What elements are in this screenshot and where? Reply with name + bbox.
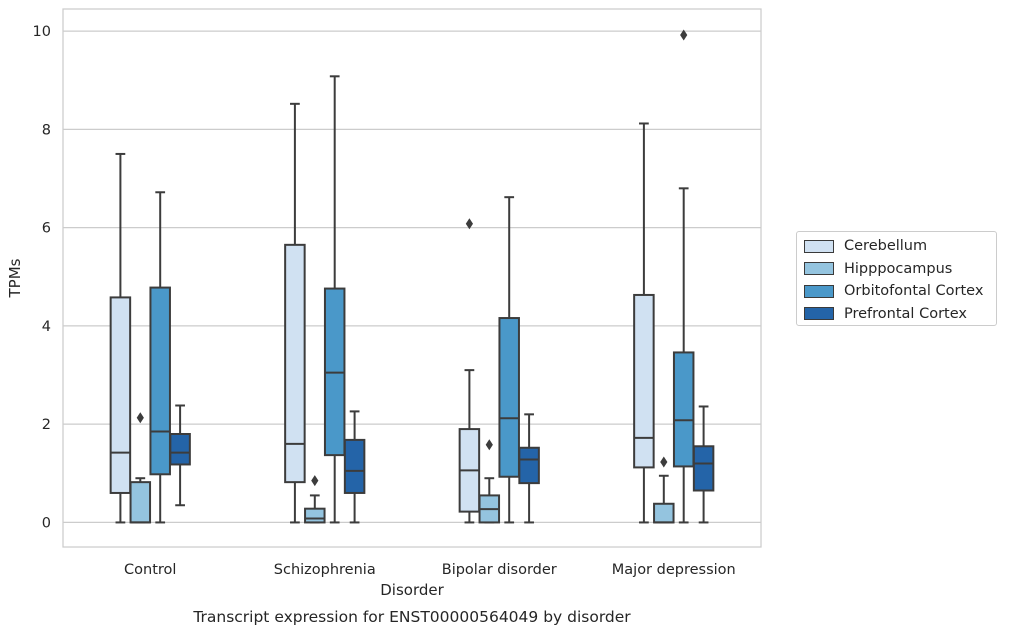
box-plot — [304, 475, 326, 524]
y-tick-label: 0 — [42, 515, 51, 531]
legend-label: Prefrontal Cortex — [844, 305, 967, 322]
y-tick-label: 6 — [42, 221, 51, 237]
legend-label: Cerebellum — [844, 238, 928, 255]
box-iqr — [109, 296, 132, 494]
box-iqr — [633, 293, 655, 469]
box-plot — [109, 152, 132, 524]
legend: Cerebellum Hipppocampus Orbitofontal Corte… — [796, 231, 997, 326]
box-iqr — [692, 445, 715, 492]
x-tick-label: Control — [124, 562, 176, 578]
box-plot — [129, 412, 152, 524]
box-plot — [343, 410, 366, 524]
box-plot — [653, 456, 675, 524]
series-orbitofontal-cortex — [149, 29, 695, 524]
box-plot — [518, 413, 540, 524]
box-iqr — [129, 481, 152, 524]
box-iqr — [498, 317, 520, 478]
outlier-point — [465, 218, 473, 230]
box-series — [109, 29, 715, 524]
box-iqr — [343, 438, 366, 494]
box-plot — [149, 191, 171, 524]
box-iqr — [284, 243, 306, 484]
y-tick-labels: 0 2 4 6 8 10 — [33, 24, 51, 531]
legend-swatch — [804, 239, 834, 253]
box-plot — [169, 404, 191, 507]
box-iqr — [672, 351, 695, 468]
box-plot — [633, 122, 655, 524]
box-iqr — [169, 432, 191, 466]
box-plot — [498, 196, 520, 524]
x-axis-title: Disorder — [380, 581, 444, 599]
x-tick-label: Schizophrenia — [274, 562, 376, 578]
y-axis-title: TPMs — [6, 258, 24, 298]
box-plot — [692, 405, 715, 524]
series-prefrontal-cortex — [169, 404, 715, 524]
outlier-point — [136, 412, 144, 424]
box-iqr — [653, 502, 675, 524]
legend-swatch — [804, 307, 834, 321]
chart-caption: Transcript expression for ENST0000056404… — [192, 608, 631, 626]
legend-item: Orbitofontal Cortex — [804, 280, 996, 303]
series-cerebellum — [109, 102, 655, 524]
box-plot — [672, 29, 695, 524]
legend-label: Hipppocampus — [844, 260, 953, 277]
legend-swatch — [804, 284, 834, 298]
legend-item: Prefrontal Cortex — [804, 303, 996, 326]
box-plot — [323, 75, 346, 524]
outlier-point — [660, 456, 668, 468]
x-tick-labels: Control Schizophrenia Bipolar disorder Majo… — [124, 562, 736, 578]
y-tick-label: 8 — [42, 122, 51, 138]
y-tick-label: 2 — [42, 417, 51, 433]
x-tick-label: Major depression — [612, 562, 736, 578]
box-iqr — [149, 286, 171, 476]
box-plot — [478, 439, 501, 524]
outlier-point — [485, 439, 493, 451]
legend-item: Hipppocampus — [804, 258, 996, 281]
legend-swatch — [804, 262, 834, 276]
legend-label: Orbitofontal Cortex — [844, 283, 984, 300]
y-tick-label: 10 — [33, 24, 51, 40]
legend-item: Cerebellum — [804, 235, 996, 258]
box-plot — [284, 102, 306, 524]
box-iqr — [304, 507, 326, 524]
box-plot — [458, 218, 481, 524]
x-tick-label: Bipolar disorder — [442, 562, 557, 578]
series-hipppocampus — [129, 412, 675, 524]
box-iqr — [518, 446, 540, 485]
outlier-point — [680, 29, 688, 41]
outlier-point — [311, 475, 319, 487]
y-tick-label: 4 — [42, 319, 51, 335]
